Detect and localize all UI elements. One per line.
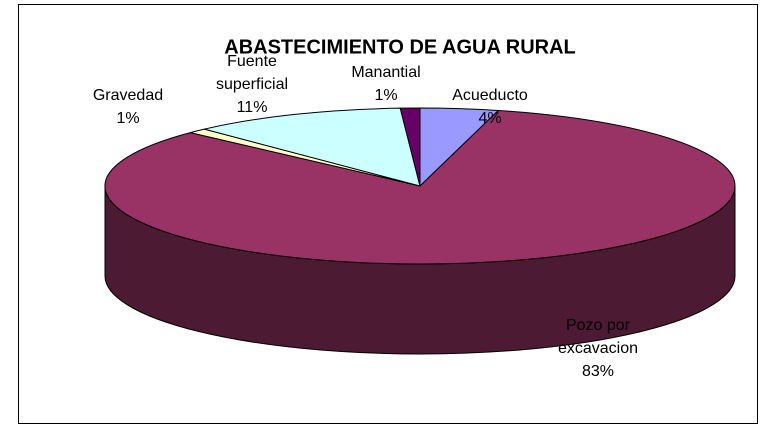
slice-value-label: 1%: [116, 110, 140, 127]
slice-label: Acueducto: [452, 87, 528, 104]
slice-value-label: 83%: [581, 363, 615, 380]
slice-value-label: 11%: [236, 99, 268, 116]
slice-label: Pozo por excavacion: [557, 317, 639, 357]
slice-value-label: 4%: [478, 110, 502, 127]
chart-title: ABASTECIMIENTO DE AGUA RURAL: [224, 36, 575, 58]
slice-label: Gravedad: [92, 87, 164, 104]
slice-label: Manantial: [351, 64, 421, 81]
pie: [104, 107, 736, 355]
pie-slice: [399, 107, 421, 187]
pie-slice: [204, 107, 421, 187]
slice-value-label: 1%: [374, 87, 398, 104]
pie-slice: [104, 109, 736, 265]
slice-label: Fuente superficial: [215, 53, 289, 93]
